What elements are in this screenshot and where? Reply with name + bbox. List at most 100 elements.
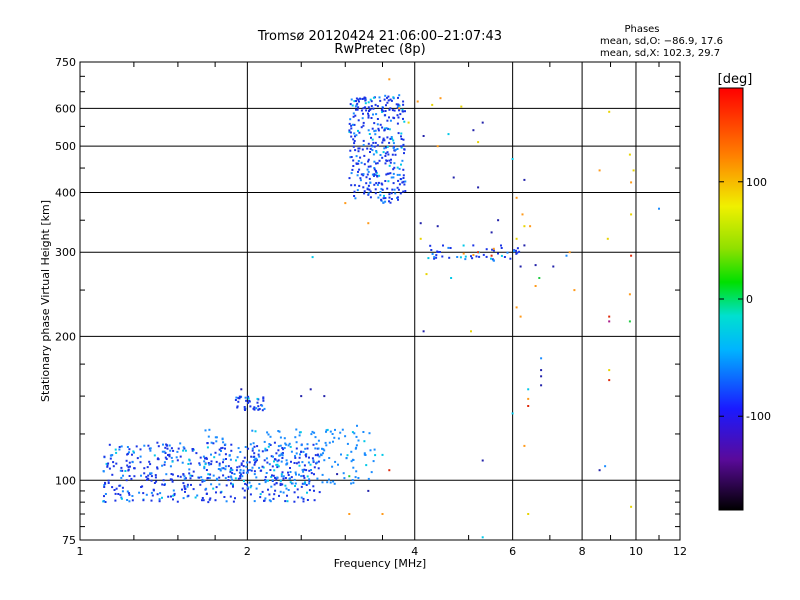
cluster-point [387, 172, 390, 175]
cluster-point [189, 477, 192, 480]
cluster-point [106, 464, 109, 467]
cluster-point [345, 457, 348, 459]
phases-heading: Phases [624, 24, 659, 35]
cluster-point [264, 447, 267, 450]
cluster-point [210, 453, 212, 456]
cluster-point [244, 409, 246, 411]
cluster-point [112, 461, 115, 464]
y-tick-label: 75 [62, 534, 76, 547]
cluster-point [126, 446, 129, 448]
cluster-point [380, 198, 383, 201]
cluster-point [231, 478, 234, 481]
cluster-point [221, 467, 224, 470]
cluster-point [391, 109, 394, 112]
cluster-point [248, 461, 251, 464]
cluster-point [283, 447, 286, 449]
cluster-point [361, 148, 364, 151]
cluster-point [249, 486, 252, 489]
cluster-point [216, 479, 219, 481]
cluster-point [247, 469, 250, 472]
cluster-point [256, 459, 258, 462]
cluster-point [368, 177, 371, 180]
cluster-point [357, 98, 360, 101]
chart-subtitle: RwPretec (8p) [334, 42, 425, 57]
cluster-point [209, 473, 212, 476]
cluster-point [267, 445, 270, 448]
cluster-point [384, 162, 387, 165]
cluster-point [222, 441, 225, 444]
cluster-point [247, 395, 250, 398]
chart-title: Tromsø 20120424 21:06:00–21:07:43 [257, 29, 502, 44]
cluster-point [346, 454, 349, 457]
scatter-point [240, 388, 243, 391]
cluster-point [183, 447, 186, 450]
cluster-point [285, 459, 288, 462]
cluster-point [295, 452, 298, 455]
cluster-point [376, 144, 379, 147]
cluster-point [253, 463, 256, 466]
cluster-point [302, 450, 305, 453]
cluster-point [324, 441, 327, 444]
cluster-point [364, 99, 367, 102]
cluster-point [289, 481, 292, 484]
cluster-point [352, 138, 355, 141]
scatter-point [311, 256, 314, 259]
phases-x-mode: mean, sd,X: 102.3, 29.7 [600, 48, 720, 59]
cluster-point [317, 447, 320, 450]
cluster-point [218, 462, 221, 465]
cluster-point [368, 110, 370, 112]
cluster-point [367, 184, 370, 187]
cluster-point [369, 181, 372, 184]
cluster-point [236, 456, 239, 459]
cluster-point [387, 99, 390, 102]
cluster-point [182, 473, 185, 476]
cluster-point [202, 455, 205, 458]
cluster-point [120, 497, 123, 500]
cluster-point [355, 162, 358, 165]
cluster-point [203, 465, 206, 468]
cluster-point [127, 469, 130, 472]
cluster-point [311, 430, 314, 433]
cluster-point [253, 452, 256, 455]
cluster-point [166, 444, 169, 447]
cluster-point [145, 493, 148, 496]
cluster-point [382, 137, 385, 140]
cluster-point [300, 485, 303, 488]
cluster-point [363, 452, 366, 455]
cluster-point [169, 449, 172, 452]
cluster-point [403, 183, 406, 186]
cluster-point [337, 437, 340, 440]
cluster-point [253, 470, 256, 473]
cluster-point [268, 443, 271, 445]
cluster-point [253, 408, 256, 411]
cluster-point [378, 159, 381, 162]
cluster-point [225, 484, 228, 487]
cluster-point [368, 432, 371, 435]
cluster-point [381, 141, 384, 144]
scatter-point [336, 473, 339, 476]
cluster-point [199, 483, 202, 486]
cluster-point [248, 469, 251, 471]
cluster-point [356, 102, 359, 105]
cluster-point [269, 435, 272, 438]
cluster-point [107, 462, 110, 465]
cluster-point [237, 400, 240, 403]
cluster-point [212, 487, 215, 490]
cluster-point [379, 194, 382, 197]
cluster-point [241, 475, 244, 478]
scatter-point [511, 412, 514, 415]
cluster-point [207, 435, 210, 438]
cluster-point [357, 160, 360, 162]
cluster-point [400, 145, 403, 148]
cluster-point [325, 444, 328, 447]
cluster-point [390, 192, 393, 195]
cluster-point [317, 439, 320, 442]
cluster-point [264, 497, 267, 500]
cluster-point [188, 472, 191, 475]
cluster-point [126, 499, 129, 501]
cluster-point [194, 496, 197, 499]
cluster-point [264, 481, 267, 484]
cluster-point [132, 450, 135, 453]
cluster-point [325, 430, 327, 433]
cluster-point [384, 94, 387, 97]
